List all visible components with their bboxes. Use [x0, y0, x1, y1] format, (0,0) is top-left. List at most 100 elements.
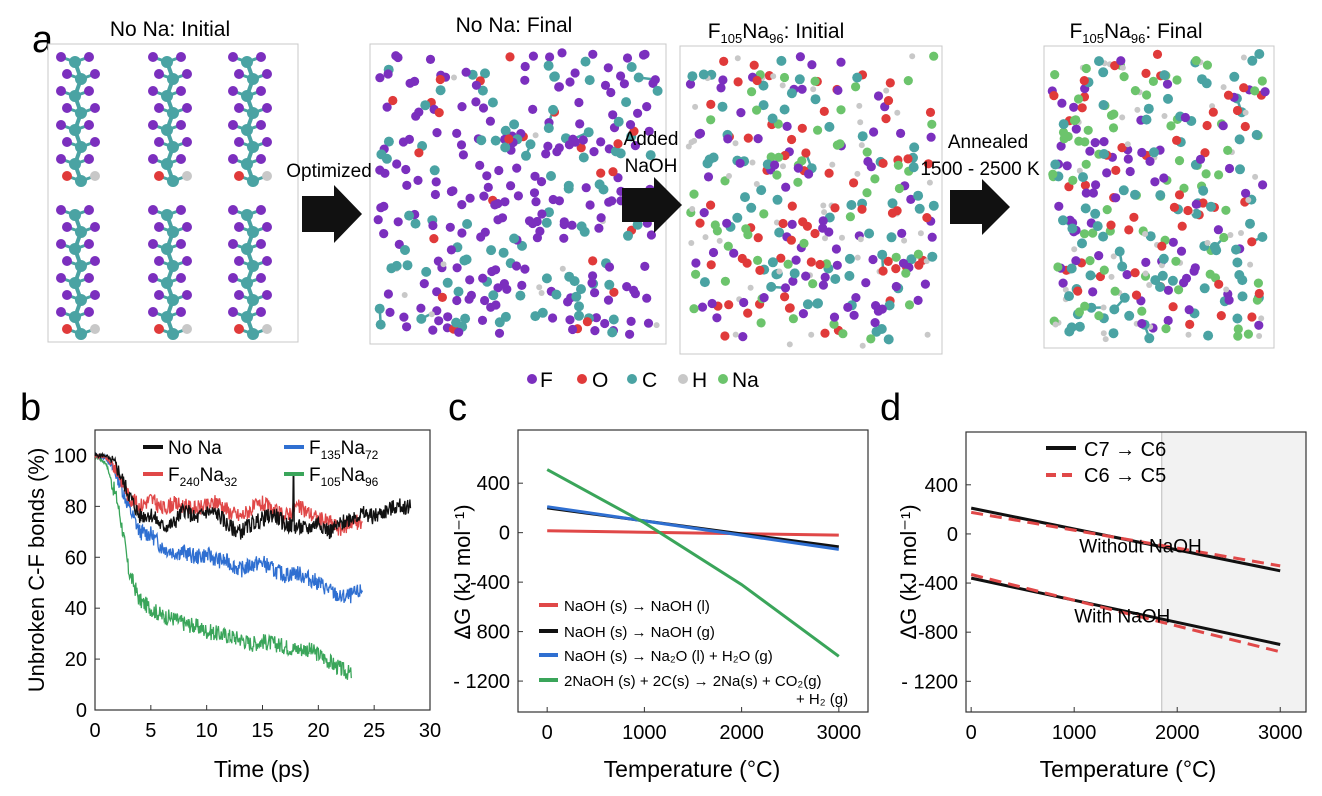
atom: [241, 277, 253, 289]
atom: [927, 251, 938, 262]
atom: [741, 224, 751, 234]
atom: [84, 120, 94, 130]
atom: [574, 301, 584, 312]
atom: [773, 219, 780, 226]
atom: [903, 76, 913, 86]
atom: [756, 185, 767, 196]
atom: [161, 124, 173, 136]
atom: [1214, 279, 1224, 289]
atom: [1090, 208, 1101, 219]
atom: [541, 217, 552, 228]
atom: [927, 119, 937, 129]
atom: [84, 307, 94, 317]
atom: [702, 158, 713, 169]
atom: [738, 332, 748, 342]
atom: [795, 52, 806, 62]
atom: [1141, 68, 1151, 78]
atom: [1124, 310, 1135, 321]
atom: [756, 318, 766, 328]
atom: [1167, 275, 1178, 286]
atom: [69, 90, 81, 102]
atom: [1078, 172, 1088, 183]
atom: [822, 235, 828, 242]
atom: [1191, 208, 1202, 219]
atom: [780, 163, 786, 170]
atom: [615, 148, 626, 159]
atom: [256, 239, 266, 249]
atom: [410, 218, 421, 229]
arrow-label-annealed: Annealed: [948, 132, 1028, 153]
atom: [458, 150, 468, 160]
atom: [1085, 270, 1096, 281]
atom: [598, 184, 609, 195]
atom: [1213, 225, 1223, 235]
atom: [1252, 173, 1259, 180]
atom: [608, 167, 618, 177]
atom: [780, 292, 790, 302]
atom: [898, 258, 909, 268]
chart-c-legend: NaOH (s) → NaOH (l) NaOH (s) → NaOH (g) …: [539, 598, 848, 708]
atom: [739, 297, 749, 308]
atom: [167, 141, 179, 153]
atom: [1145, 156, 1155, 166]
legend-dot-f: [527, 374, 537, 384]
atom: [913, 190, 924, 201]
atom: [603, 63, 613, 73]
atom: [154, 290, 164, 300]
atom: [432, 287, 442, 297]
atom: [414, 148, 424, 158]
atom: [894, 109, 901, 116]
atom: [743, 133, 753, 143]
atom: [429, 165, 440, 176]
atom: [241, 209, 253, 221]
atom: [256, 273, 266, 283]
series-line-b-3: [94, 453, 352, 680]
atom: [849, 178, 859, 188]
atom: [864, 228, 875, 239]
atom: [182, 103, 192, 113]
panel-a: No Na: Initial No Na: Final F105Na96: In…: [47, 14, 1275, 355]
atom: [544, 207, 554, 218]
atom: [176, 52, 186, 62]
y-tick-label: 60: [65, 547, 87, 569]
atom: [1110, 286, 1120, 296]
atom: [549, 71, 560, 82]
atom: [1069, 102, 1079, 112]
x-tick-label: 3000: [1258, 722, 1303, 744]
atom: [570, 68, 580, 78]
atom: [820, 272, 830, 282]
atom: [830, 203, 840, 213]
atom: [810, 228, 820, 239]
atom: [782, 121, 792, 131]
atom: [793, 163, 803, 173]
atom: [578, 135, 588, 145]
series-line-b-0: [94, 451, 412, 540]
panel-label-d: d: [880, 387, 901, 429]
atom: [234, 256, 244, 266]
atom: [706, 99, 716, 109]
chart-c-xlabel: Temperature (°C): [604, 756, 781, 782]
atom: [1144, 333, 1155, 344]
atom: [1254, 49, 1265, 59]
atom: [1189, 266, 1199, 276]
atom: [732, 331, 739, 338]
atom: [1141, 114, 1152, 125]
atom: [1227, 232, 1234, 238]
atom: [1183, 205, 1193, 216]
atom: [541, 149, 551, 159]
atom: [460, 313, 471, 324]
atom: [62, 103, 72, 113]
atom: [62, 171, 72, 181]
atom: [90, 137, 100, 147]
atom: [749, 60, 759, 70]
atom: [167, 328, 179, 340]
atom: [1062, 286, 1069, 293]
arrow-optimized: [302, 185, 362, 243]
atom: [413, 175, 423, 185]
atom: [564, 140, 575, 150]
atom: [922, 213, 932, 223]
atom: [906, 254, 917, 265]
atom: [856, 102, 863, 109]
atom: [90, 171, 100, 181]
atom: [1233, 331, 1243, 341]
